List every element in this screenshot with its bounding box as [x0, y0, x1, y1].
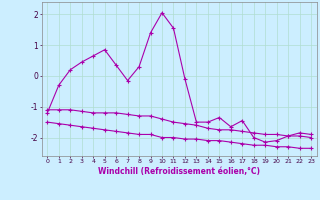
X-axis label: Windchill (Refroidissement éolien,°C): Windchill (Refroidissement éolien,°C) [98, 167, 260, 176]
